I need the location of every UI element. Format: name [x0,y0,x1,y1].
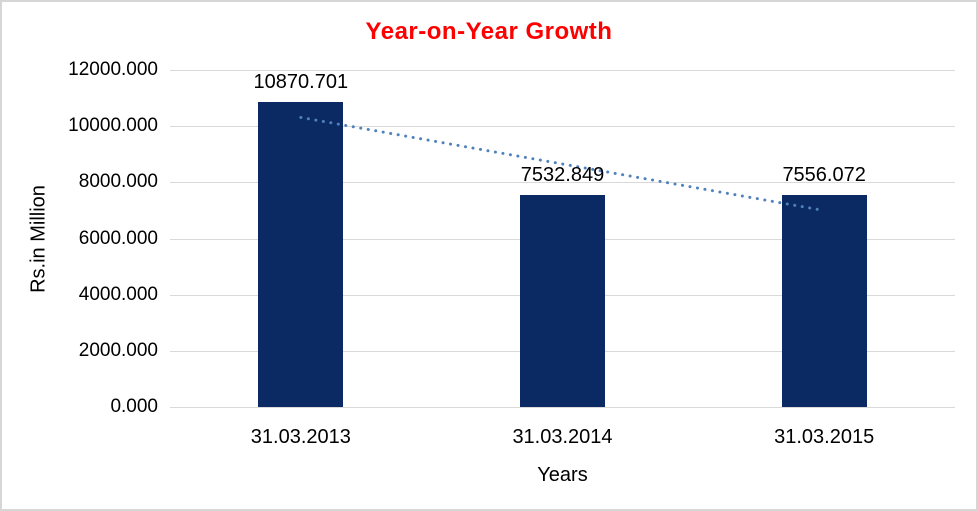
bar-value-label: 7556.072 [782,163,866,186]
y-axis-tick-label: 10000.000 [68,115,158,137]
bar-31.03.2013 [258,101,344,407]
x-axis-tick-label: 31.03.2013 [250,426,351,448]
x-axis-tick-label: 31.03.2015 [774,426,875,448]
bar-31.03.2015 [781,194,867,407]
bar-31.03.2014 [520,195,605,407]
plot-area [170,70,955,408]
y-axis-tick-label: 12000.000 [68,59,158,80]
x-axis-title: Years [537,464,588,486]
trendline [299,115,826,213]
y-axis-tick-label: 8000.000 [78,171,158,193]
y-axis-tick-label: 2000.000 [78,339,158,361]
y-gridline [170,182,955,184]
bar-value-label: 7532.849 [520,164,605,187]
y-axis-tick-label: 0.000 [110,396,158,417]
y-gridline [170,407,955,408]
chart-title: Year-on-Year Growth [365,18,613,45]
y-axis-tick-label: 6000.000 [78,227,158,249]
bar-value-label: 10870.701 [253,70,349,93]
y-gridline [170,126,955,128]
y-axis-tick-label: 4000.000 [78,283,158,305]
y-gridline [170,70,955,71]
x-axis-tick-label: 31.03.2014 [512,426,613,448]
